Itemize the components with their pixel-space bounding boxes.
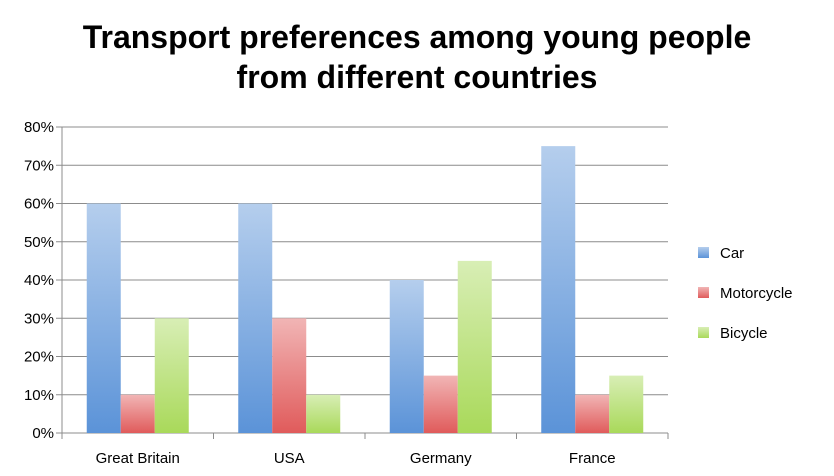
bar-usa-bicycle: [306, 394, 341, 433]
bar-usa-car: [238, 203, 273, 433]
bar-france-motorcycle: [575, 394, 610, 433]
bars: [86, 146, 644, 433]
bar-france-car: [541, 146, 576, 433]
bar-great-britain-car: [86, 203, 121, 433]
y-tick-label-10: 10%: [24, 387, 54, 404]
legend-label-car: Car: [720, 245, 744, 262]
y-tick-label-30: 30%: [24, 310, 54, 327]
legend-label-motorcycle: Motorcycle: [720, 285, 793, 302]
y-tick-label-60: 60%: [24, 196, 54, 213]
x-tick-label-great-britain: Great Britain: [96, 450, 180, 467]
bar-germany-motorcycle: [423, 375, 458, 433]
legend-swatch-car: [698, 247, 709, 258]
y-tick-label-50: 50%: [24, 234, 54, 251]
y-tick-label-40: 40%: [24, 272, 54, 289]
legend-swatch-bicycle: [698, 327, 709, 338]
bar-germany-car: [389, 280, 424, 433]
legend-swatch-motorcycle: [698, 287, 709, 298]
legend: Car Motorcycle Bicycle: [698, 245, 793, 342]
bar-germany-bicycle: [457, 260, 492, 433]
y-tick-label-70: 70%: [24, 157, 54, 174]
x-tick-label-germany: Germany: [410, 450, 472, 467]
x-tick-label-usa: USA: [274, 450, 305, 467]
bar-usa-motorcycle: [272, 318, 307, 433]
chart-title-line-2: from different countries: [237, 59, 598, 95]
x-tick-label-france: France: [569, 450, 616, 467]
y-tick-label-20: 20%: [24, 349, 54, 366]
bar-great-britain-motorcycle: [120, 394, 155, 433]
bar-great-britain-bicycle: [154, 318, 189, 433]
y-tick-label-0: 0%: [32, 425, 54, 442]
chart-title-line-1: Transport preferences among young people: [83, 19, 752, 55]
y-axis-ticks: 0% 10% 20% 30% 40% 50% 60% 70% 80%: [24, 119, 54, 442]
bar-france-bicycle: [609, 375, 644, 433]
gridlines: [56, 126, 669, 439]
legend-label-bicycle: Bicycle: [720, 325, 768, 342]
y-tick-label-80: 80%: [24, 119, 54, 136]
x-axis-categories: Great Britain USA Germany France: [96, 450, 616, 467]
